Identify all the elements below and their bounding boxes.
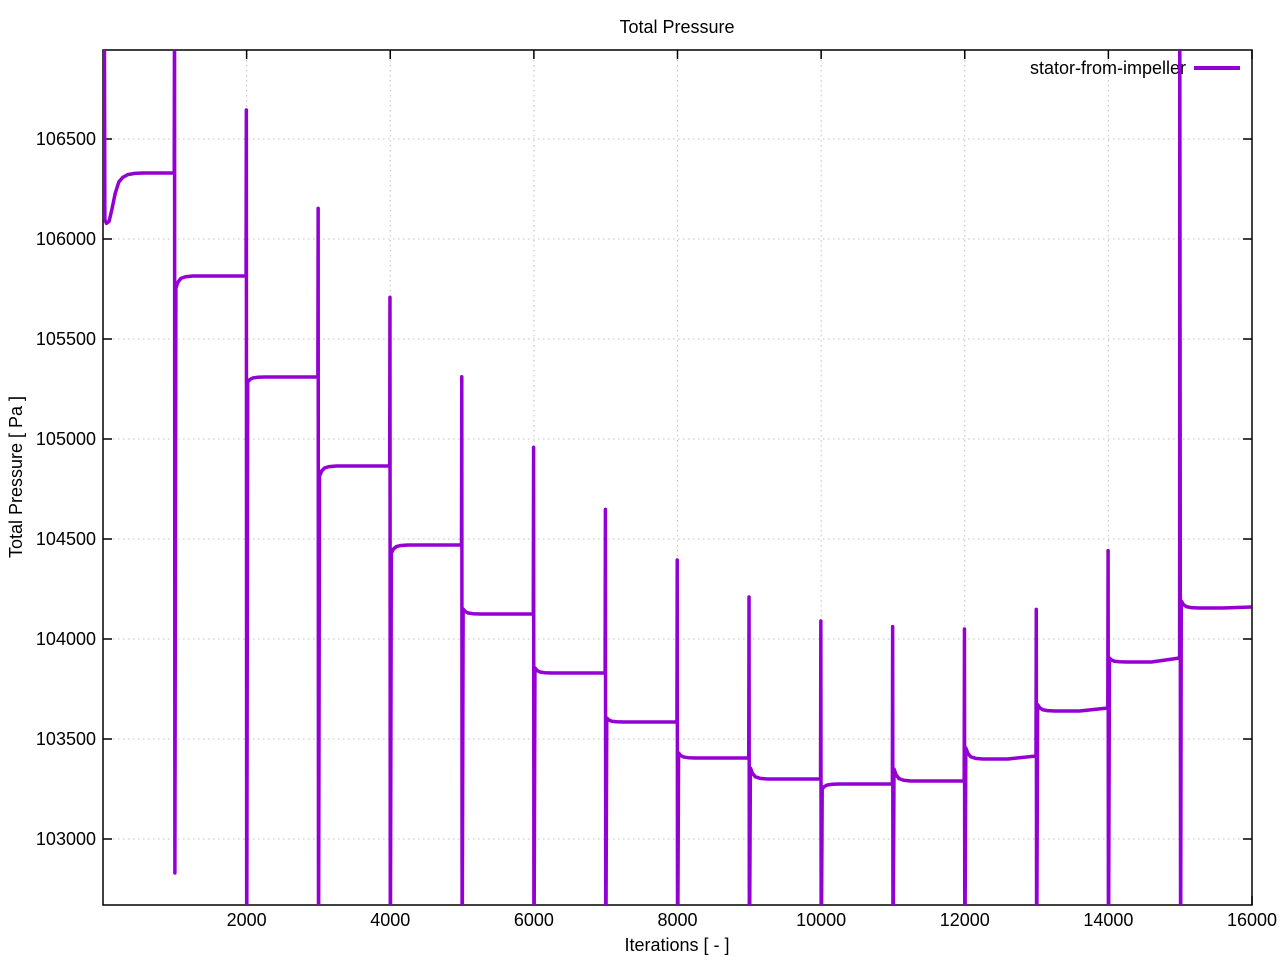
y-tick-label: 103000 (36, 829, 96, 849)
y-tick-label: 106000 (36, 229, 96, 249)
x-tick-labels: 2000 4000 6000 8000 10000 12000 14000 16000 (227, 910, 1277, 930)
x-tick-label: 8000 (657, 910, 697, 930)
legend: stator-from-impeller (1030, 58, 1240, 78)
x-tick-label: 12000 (940, 910, 990, 930)
x-tick-label: 16000 (1227, 910, 1277, 930)
x-tick-label: 6000 (514, 910, 554, 930)
y-tick-label: 105000 (36, 429, 96, 449)
legend-label: stator-from-impeller (1030, 58, 1186, 78)
y-tick-label: 104500 (36, 529, 96, 549)
gridlines (103, 50, 1252, 905)
x-tick-label: 10000 (796, 910, 846, 930)
y-tick-label: 106500 (36, 129, 96, 149)
x-tick-label: 4000 (370, 910, 410, 930)
x-tick-label: 14000 (1083, 910, 1133, 930)
x-tick-label: 2000 (227, 910, 267, 930)
y-tick-label: 105500 (36, 329, 96, 349)
x-axis-label: Iterations [ - ] (624, 935, 729, 955)
series-stator-from-impeller (103, 50, 1252, 905)
y-tick-label: 103500 (36, 729, 96, 749)
y-tick-label: 104000 (36, 629, 96, 649)
y-axis-label: Total Pressure [ Pa ] (6, 396, 26, 558)
y-tick-labels: 103000 103500 104000 104500 105000 105500 1060… (36, 129, 96, 849)
chart-title: Total Pressure (619, 17, 734, 37)
